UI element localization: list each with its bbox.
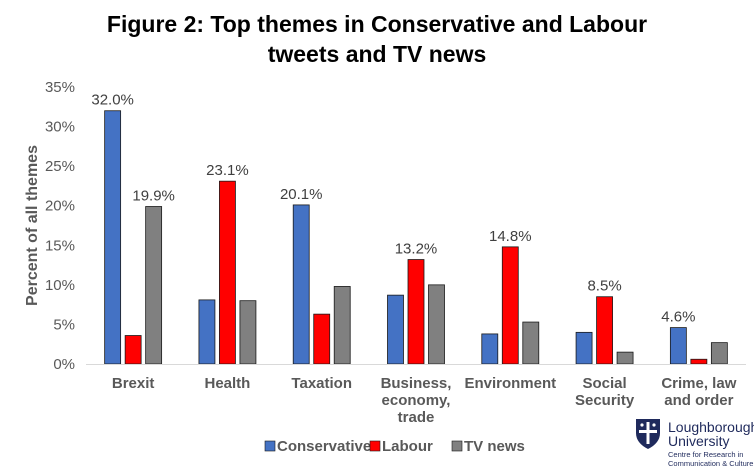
bar-conservatives xyxy=(198,299,216,365)
legend-swatch xyxy=(451,440,463,452)
data-labels: 32.0% 19.9% 23.1% 20.1% 13.2% 14.8% 8.5% 4.6% xyxy=(91,92,695,326)
data-label: 19.9% xyxy=(132,188,175,205)
logo-name-line-2: University xyxy=(668,433,729,449)
y-tick-label: 5% xyxy=(53,316,75,333)
chart-title-line-2: tweets and TV news xyxy=(268,41,487,67)
legend-item-conservatives: Conservatives xyxy=(264,438,380,455)
x-category-label: trade xyxy=(398,409,435,426)
x-category-label: Brexit xyxy=(112,375,155,392)
bar-tv-news xyxy=(616,351,634,365)
x-category-label: economy, xyxy=(382,392,451,409)
y-axis-ticks: 0% 5% 10% 15% 20% 25% 30% 35% xyxy=(45,79,75,373)
legend-swatch xyxy=(369,440,381,452)
chart-title: Figure 2: Top themes in Conservative and… xyxy=(107,11,647,67)
x-category-label: and order xyxy=(664,392,733,409)
legend-item-labour: Labour xyxy=(369,438,433,455)
x-category-label: Crime, law xyxy=(661,375,736,392)
bars xyxy=(104,110,728,365)
bar-conservatives xyxy=(292,204,310,365)
legend-label: Conservatives xyxy=(277,438,380,455)
data-label: 4.6% xyxy=(661,309,695,326)
y-tick-label: 35% xyxy=(45,79,75,96)
bar-tv-news xyxy=(428,284,445,365)
x-category-label: Business, xyxy=(381,375,452,392)
x-category-label: Taxation xyxy=(291,375,352,392)
legend-swatch xyxy=(264,440,276,452)
bar-labour xyxy=(690,358,708,365)
bar-labour xyxy=(219,180,236,365)
legend-item-tv-news: TV news xyxy=(451,438,525,455)
bar-conservatives xyxy=(575,331,593,365)
bar-tv-news xyxy=(145,206,163,365)
y-tick-label: 15% xyxy=(45,237,75,254)
data-label: 20.1% xyxy=(280,186,323,203)
x-category-label: Social xyxy=(582,375,626,392)
y-tick-label: 30% xyxy=(45,119,75,136)
y-axis-title: Percent of all themes xyxy=(24,145,41,306)
bar-labour xyxy=(501,246,519,365)
y-tick-label: 0% xyxy=(53,356,75,373)
bar-labour xyxy=(124,335,142,365)
bar-conservatives xyxy=(387,294,404,365)
chart-title-line-1: Figure 2: Top themes in Conservative and… xyxy=(107,11,647,37)
bar-tv-news xyxy=(710,342,728,365)
x-category-label: Health xyxy=(205,375,251,392)
bar-labour xyxy=(313,313,331,365)
bar-conservatives xyxy=(669,327,687,365)
data-label: 8.5% xyxy=(587,278,621,295)
shield-icon xyxy=(636,419,660,449)
data-label: 14.8% xyxy=(489,228,532,245)
y-tick-label: 25% xyxy=(45,158,75,175)
y-tick-label: 20% xyxy=(45,198,75,215)
x-axis-categories: Brexit Health Taxation Business,economy,tra… xyxy=(112,375,737,426)
logo-name-line-1: Loughborough xyxy=(668,419,754,435)
bar-labour xyxy=(407,259,425,365)
y-tick-label: 10% xyxy=(45,277,75,294)
logo-sub-line-2: Communication & Culture xyxy=(668,459,753,468)
bar-labour xyxy=(596,296,613,365)
bar-tv-news xyxy=(239,300,257,365)
logo-sub-line-1: Centre for Research in xyxy=(668,450,743,459)
bar-tv-news xyxy=(333,286,351,365)
data-label: 13.2% xyxy=(395,241,438,258)
y-axis-label: Percent of all themes xyxy=(24,145,41,306)
data-label: 32.0% xyxy=(91,92,134,109)
legend-label: TV news xyxy=(464,438,525,455)
x-category-label: Security xyxy=(575,392,635,409)
x-category-label: Environment xyxy=(464,375,556,392)
bar-tv-news xyxy=(522,321,540,365)
legend-label: Labour xyxy=(382,438,433,455)
data-label: 23.1% xyxy=(206,162,249,179)
bar-conservatives xyxy=(104,110,122,365)
legend: Conservatives Labour TV news xyxy=(264,438,525,455)
bar-conservatives xyxy=(481,333,499,365)
loughborough-logo: Loughborough University Centre for Resea… xyxy=(636,419,754,468)
